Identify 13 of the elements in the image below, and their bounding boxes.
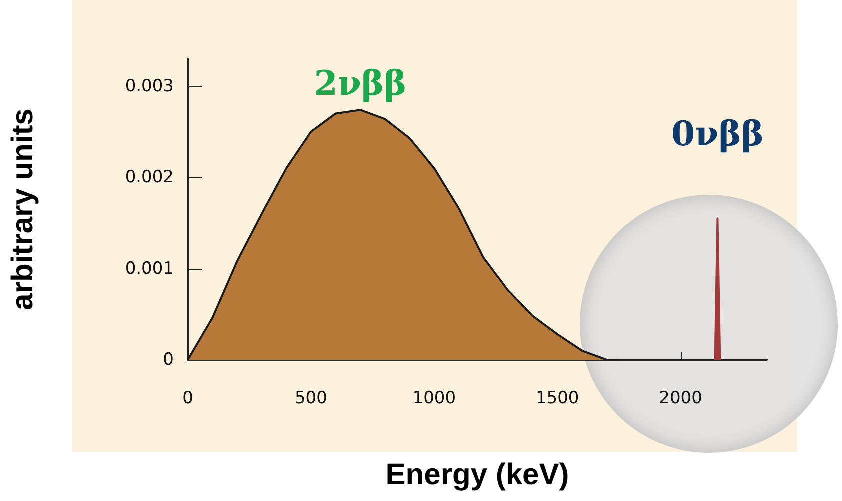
y-tick-label: 0.002	[125, 168, 174, 188]
y-tick-label: 0.001	[125, 258, 174, 279]
x-axis-title: Energy (keV)	[386, 458, 570, 492]
x-tick-label: 1000	[412, 388, 456, 408]
x-tick-label: 500	[294, 388, 328, 408]
text: 0νββ	[672, 114, 764, 155]
series-label: 2νββ	[314, 64, 407, 104]
x-tick-label: 1500	[536, 388, 580, 408]
x-tick-label: 0	[182, 388, 194, 408]
y-tick-label: 0.003	[125, 76, 174, 96]
y-tick-label: 0	[163, 350, 174, 370]
y-axis-title: arbitrary units	[6, 108, 40, 310]
x-tick-label: 2000	[659, 388, 702, 408]
